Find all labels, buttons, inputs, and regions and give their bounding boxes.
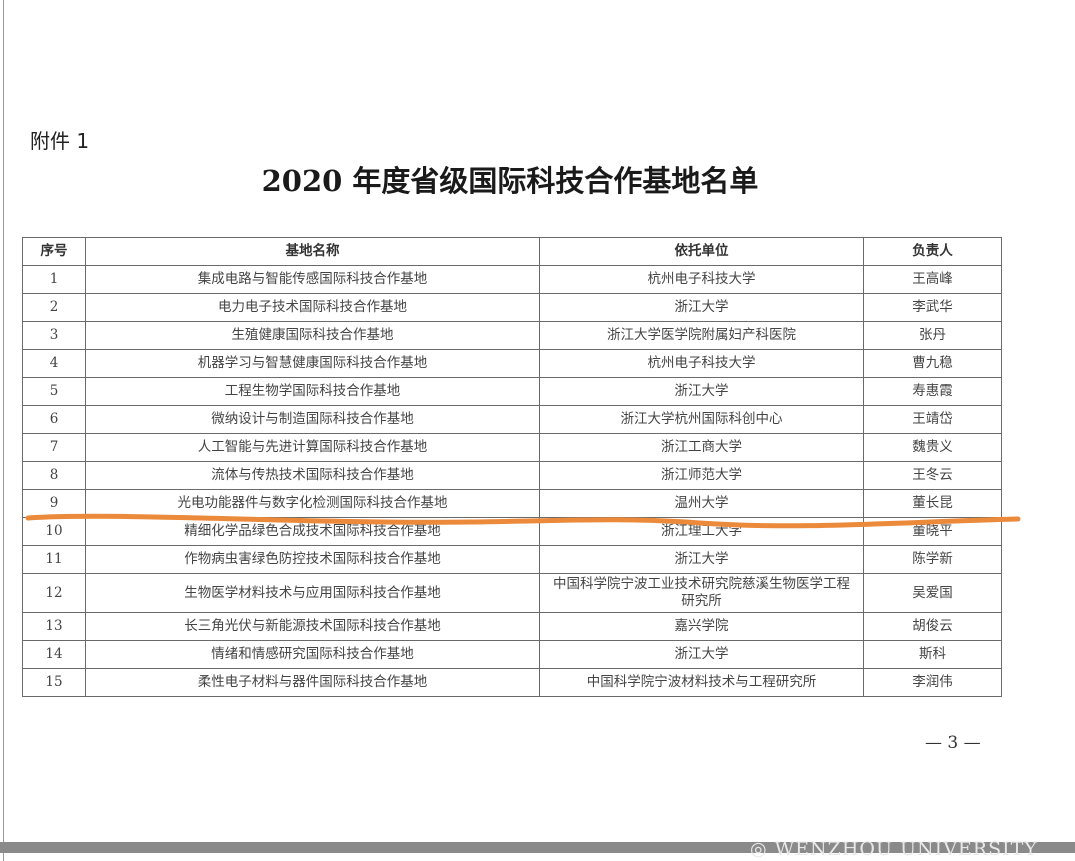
cell-host-unit: 浙江大学医学院附属妇产科医院 [539,321,864,350]
table-row: 9 光电功能器件与数字化检测国际科技合作基地 温州大学 董长昆 [22,489,1002,518]
cell-index: 14 [22,640,86,669]
table-row: 15 柔性电子材料与器件国际科技合作基地 中国科学院宁波材料技术与工程研究所 李润伟 [22,668,1002,697]
cell-base-name: 流体与传热技术国际科技合作基地 [85,461,540,490]
cell-host-unit: 浙江大学 [539,293,864,322]
page-title: 2020 年度省级国际科技合作基地名单 [261,164,759,198]
cell-base-name: 机器学习与智慧健康国际科技合作基地 [85,349,540,378]
cell-index: 12 [22,573,86,613]
cell-index: 3 [22,321,86,350]
cell-host-unit: 浙江大学杭州国际科创中心 [539,405,864,434]
table-row: 12 生物医学材料技术与应用国际科技合作基地 中国科学院宁波工业技术研究院慈溪生物医… [22,573,1002,613]
cell-leader: 李润伟 [863,668,1002,697]
cell-index: 1 [22,265,86,294]
page-edge [3,0,4,861]
cell-host-unit: 中国科学院宁波材料技术与工程研究所 [539,668,864,697]
cell-index: 7 [22,433,86,462]
cell-leader: 斯科 [863,640,1002,669]
cell-base-name: 人工智能与先进计算国际科技合作基地 [85,433,540,462]
table-row: 4 机器学习与智慧健康国际科技合作基地 杭州电子科技大学 曹九稳 [22,349,1002,378]
table-row: 6 微纳设计与制造国际科技合作基地 浙江大学杭州国际科创中心 王靖岱 [22,405,1002,434]
cell-host-unit: 浙江师范大学 [539,461,864,490]
cell-leader: 李武华 [863,293,1002,322]
cell-base-name: 微纳设计与制造国际科技合作基地 [85,405,540,434]
header-host-unit: 依托单位 [539,237,864,266]
cell-index: 9 [22,489,86,518]
cell-host-unit: 杭州电子科技大学 [539,349,864,378]
page-number: — 3 — [925,733,981,753]
watermark-logo: ◎ WENZHOU UNIVERSITY [750,838,1038,860]
cell-host-unit: 杭州电子科技大学 [539,265,864,294]
attachment-label: 附件 1 [30,129,90,153]
table-row: 11 作物病虫害绿色防控技术国际科技合作基地 浙江大学 陈学新 [22,545,1002,574]
cell-base-name: 柔性电子材料与器件国际科技合作基地 [85,668,540,697]
header-index: 序号 [22,237,86,266]
cell-host-unit: 嘉兴学院 [539,612,864,641]
cell-host-unit: 浙江大学 [539,545,864,574]
cell-base-name: 生殖健康国际科技合作基地 [85,321,540,350]
table-row: 8 流体与传热技术国际科技合作基地 浙江师范大学 王冬云 [22,461,1002,490]
cell-base-name: 集成电路与智能传感国际科技合作基地 [85,265,540,294]
cell-leader: 王靖岱 [863,405,1002,434]
table-header-row: 序号 基地名称 依托单位 负责人 [22,237,1002,266]
table-row: 1 集成电路与智能传感国际科技合作基地 杭州电子科技大学 王高峰 [22,265,1002,294]
header-leader: 负责人 [863,237,1002,266]
table-row: 3 生殖健康国际科技合作基地 浙江大学医学院附属妇产科医院 张丹 [22,321,1002,350]
cell-base-name: 生物医学材料技术与应用国际科技合作基地 [85,573,540,613]
cell-index: 10 [22,517,86,546]
cell-index: 5 [22,377,86,406]
cell-leader: 董长昆 [863,489,1002,518]
cell-base-name: 长三角光伏与新能源技术国际科技合作基地 [85,612,540,641]
cell-base-name: 作物病虫害绿色防控技术国际科技合作基地 [85,545,540,574]
footer-band [0,842,1075,853]
cell-index: 6 [22,405,86,434]
cell-index: 15 [22,668,86,697]
cell-leader: 魏贵义 [863,433,1002,462]
cell-leader: 陈学新 [863,545,1002,574]
cell-leader: 吴爱国 [863,573,1002,613]
cell-index: 11 [22,545,86,574]
table-row: 13 长三角光伏与新能源技术国际科技合作基地 嘉兴学院 胡俊云 [22,612,1002,641]
cell-base-name: 光电功能器件与数字化检测国际科技合作基地 [85,489,540,518]
cell-index: 13 [22,612,86,641]
cell-host-unit: 中国科学院宁波工业技术研究院慈溪生物医学工程研究所 [539,573,864,613]
cell-base-name: 电力电子技术国际科技合作基地 [85,293,540,322]
watermark-text: WENZHOU UNIVERSITY [774,838,1038,860]
cell-leader: 张丹 [863,321,1002,350]
table-row: 14 情绪和情感研究国际科技合作基地 浙江大学 斯科 [22,640,1002,669]
table-row: 2 电力电子技术国际科技合作基地 浙江大学 李武华 [22,293,1002,322]
cell-leader: 胡俊云 [863,612,1002,641]
cell-leader: 王冬云 [863,461,1002,490]
